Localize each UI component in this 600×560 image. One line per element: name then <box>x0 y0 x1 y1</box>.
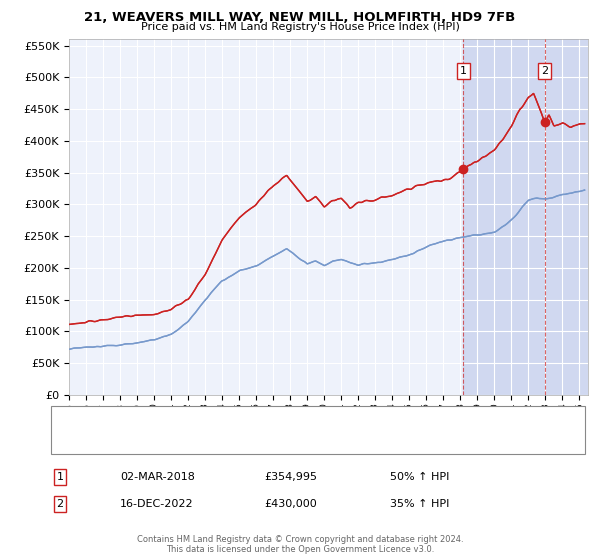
Text: ——: —— <box>66 433 94 447</box>
Text: 02-MAR-2018: 02-MAR-2018 <box>120 472 195 482</box>
Text: 21, WEAVERS MILL WAY, NEW MILL, HOLMFIRTH, HD9 7FB: 21, WEAVERS MILL WAY, NEW MILL, HOLMFIRT… <box>85 11 515 24</box>
Text: £354,995: £354,995 <box>264 472 317 482</box>
Bar <box>463 39 588 395</box>
Text: HPI: Average price, detached house, Kirklees: HPI: Average price, detached house, Kirk… <box>105 435 325 445</box>
Text: £430,000: £430,000 <box>264 499 317 509</box>
Text: Contains HM Land Registry data © Crown copyright and database right 2024.
This d: Contains HM Land Registry data © Crown c… <box>137 535 463 554</box>
Text: 16-DEC-2022: 16-DEC-2022 <box>120 499 194 509</box>
Text: 35% ↑ HPI: 35% ↑ HPI <box>390 499 449 509</box>
Text: 1: 1 <box>460 66 467 76</box>
Text: ——: —— <box>66 413 94 428</box>
Text: 21, WEAVERS MILL WAY, NEW MILL, HOLMFIRTH, HD9 7FB (detached house): 21, WEAVERS MILL WAY, NEW MILL, HOLMFIRT… <box>105 416 477 426</box>
Text: 1: 1 <box>56 472 64 482</box>
Text: 2: 2 <box>56 499 64 509</box>
Text: Price paid vs. HM Land Registry's House Price Index (HPI): Price paid vs. HM Land Registry's House … <box>140 22 460 32</box>
Text: 50% ↑ HPI: 50% ↑ HPI <box>390 472 449 482</box>
Text: 2: 2 <box>541 66 548 76</box>
